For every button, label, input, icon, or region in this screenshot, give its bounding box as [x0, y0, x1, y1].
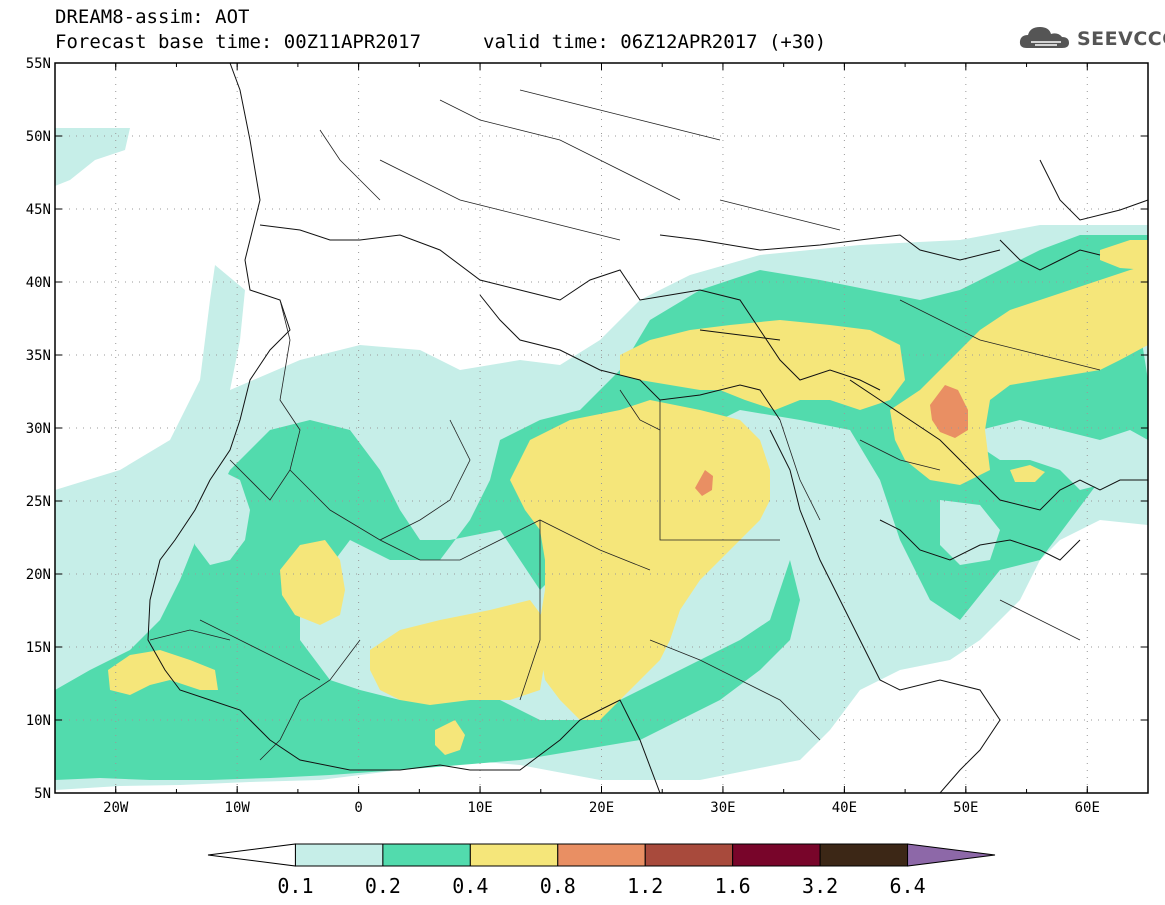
lon-label: 50E — [953, 800, 978, 816]
colorbar-segment — [382, 843, 471, 867]
chart-title: DREAM8-assim: AOT — [55, 6, 250, 28]
country-borders — [149, 89, 1101, 761]
axis-ticks — [54, 62, 1149, 794]
lon-label: 10E — [467, 800, 492, 816]
lat-label: 40N — [26, 275, 51, 291]
aot-field — [55, 63, 1148, 793]
colorbar-label: 1.6 — [715, 874, 751, 898]
lon-label: 0 — [354, 800, 362, 816]
lat-label: 50N — [26, 129, 51, 145]
lon-label: 20W — [103, 800, 129, 816]
colorbar-segment — [557, 843, 646, 867]
lat-label: 55N — [26, 56, 51, 72]
lon-label: 30E — [710, 800, 735, 816]
colorbar-segment-high — [907, 843, 996, 867]
lon-label: 60E — [1075, 800, 1100, 816]
colorbar-label: 0.2 — [365, 874, 401, 898]
lat-label: 10N — [26, 713, 51, 729]
lat-label: 25N — [26, 494, 51, 510]
colorbar-segment-low — [207, 843, 296, 867]
valid-time: valid time: 06Z12APR2017 (+30) — [483, 31, 827, 53]
lat-label: 35N — [26, 348, 51, 364]
coastlines — [147, 63, 1148, 793]
colorbar-segment — [294, 843, 384, 867]
forecast-time-line: Forecast base time: 00Z11APR2017 valid ti… — [55, 31, 826, 53]
lat-label: 20N — [26, 567, 51, 583]
colorbar-label: 0.8 — [540, 874, 576, 898]
lat-label: 5N — [34, 786, 51, 802]
colorbar-segment — [644, 843, 734, 867]
latitude-labels: 55N 50N 45N 40N 35N 30N 25N 20N 15N 10N 5N — [26, 56, 51, 802]
cloud-logo-icon — [1019, 27, 1069, 48]
seevccc-logo: SEEVCCC — [1017, 22, 1165, 56]
lat-label: 45N — [26, 202, 51, 218]
longitude-labels: 20W 10W 0 10E 20E 30E 40E 50E 60E — [103, 800, 1100, 816]
forecast-base-time: Forecast base time: 00Z11APR2017 — [55, 31, 422, 53]
colorbar-label: 3.2 — [802, 874, 838, 898]
lat-label: 15N — [26, 640, 51, 656]
colorbar-label: 1.2 — [627, 874, 663, 898]
logo-text: SEEVCCC — [1077, 28, 1165, 50]
colorbar-segment — [732, 843, 821, 867]
lon-label: 40E — [832, 800, 857, 816]
colorbar-segment — [819, 843, 909, 867]
colorbar-label: 6.4 — [889, 874, 925, 898]
colorbar: 0.1 0.2 0.4 0.8 1.2 1.6 3.2 6.4 — [207, 843, 996, 898]
colorbar-label: 0.1 — [277, 874, 313, 898]
lon-label: 10W — [225, 800, 251, 816]
colorbar-label: 0.4 — [452, 874, 488, 898]
lon-label: 20E — [589, 800, 614, 816]
aot-band-0.8 — [695, 385, 968, 496]
colorbar-segment — [469, 843, 559, 867]
lat-label: 30N — [26, 421, 51, 437]
